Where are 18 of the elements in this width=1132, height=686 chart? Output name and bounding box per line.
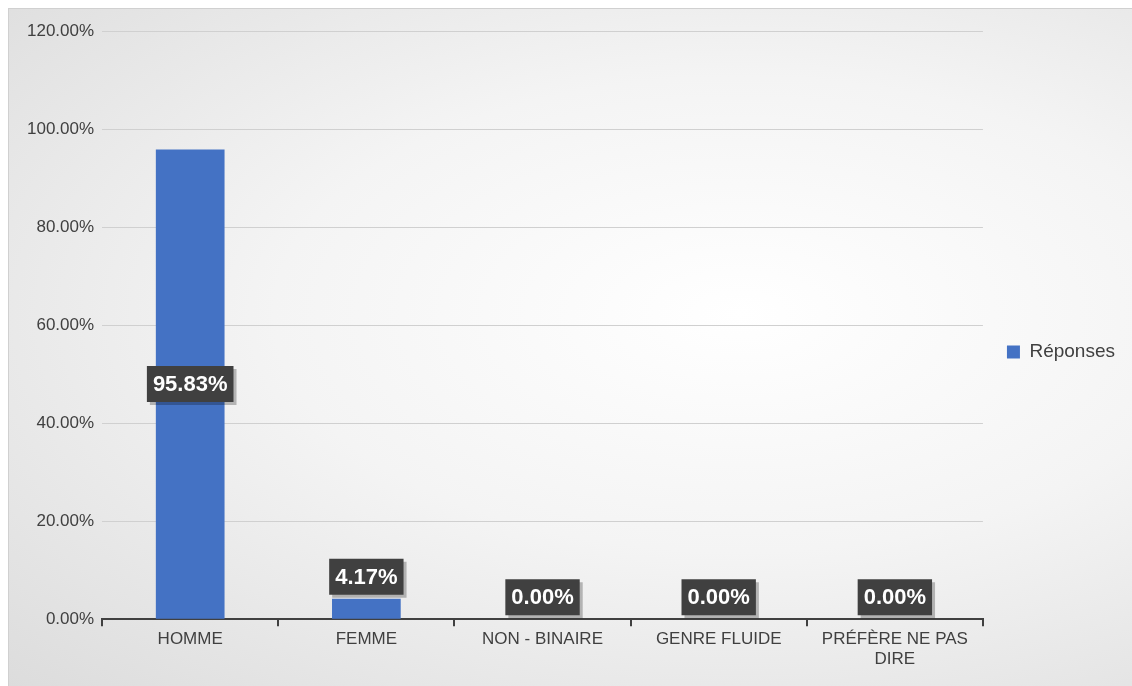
y-tick-label: 40.00%	[36, 412, 95, 432]
data-label: 0.00%	[511, 584, 574, 610]
y-tick-label: 20.00%	[36, 510, 95, 530]
y-tick-label: 120.00%	[26, 20, 95, 40]
x-tick-label: PRÉFÈRE NE PAS DIRE	[821, 629, 968, 669]
y-tick-label: 80.00%	[36, 216, 95, 236]
data-label: 4.17%	[335, 563, 398, 589]
x-tick-label: HOMME	[157, 629, 223, 649]
x-tick-label: NON - BINAIRE	[482, 629, 603, 649]
data-label: 0.00%	[863, 584, 927, 610]
y-tick-label: 0.00%	[45, 608, 95, 628]
data-label: 95.83%	[152, 371, 228, 397]
x-tick-label: FEMME	[335, 629, 398, 649]
y-tick-label: 60.00%	[36, 314, 95, 334]
y-tick-label: 100.00%	[26, 118, 95, 138]
x-tick-label: GENRE FLUIDE	[655, 629, 782, 649]
data-label: 0.00%	[687, 584, 750, 610]
legend-label: Réponses	[1029, 340, 1116, 362]
